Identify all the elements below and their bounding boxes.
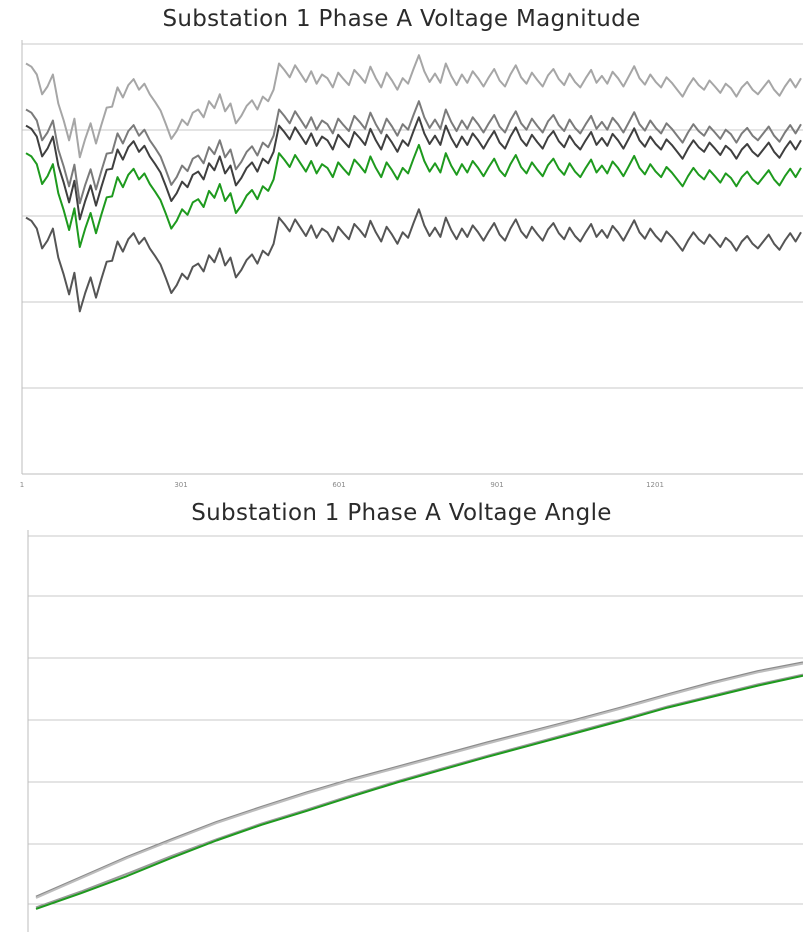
angle-series-green xyxy=(35,674,803,910)
magnitude-series-bottom xyxy=(25,208,802,313)
x-tick-label: 1201 xyxy=(646,481,664,489)
angle-chart-title: Substation 1 Phase A Voltage Angle xyxy=(191,500,612,526)
angle-series-light-upper xyxy=(35,662,803,899)
x-tick-label: 301 xyxy=(174,481,187,489)
x-tick-label: 601 xyxy=(332,481,345,489)
magnitude-chart-panel: Substation 1 Phase A Voltage Magnitude 1… xyxy=(20,6,803,489)
magnitude-series-dark xyxy=(25,116,802,221)
magnitude-gridlines xyxy=(21,40,803,475)
angle-gridlines xyxy=(27,530,803,932)
magnitude-series-mid xyxy=(25,100,802,205)
angle-chart-plot xyxy=(27,530,803,932)
magnitude-chart-plot: 1 301 601 901 1201 xyxy=(20,40,803,489)
x-tick-label: 1 xyxy=(20,481,24,489)
angle-chart-panel: Substation 1 Phase A Voltage Angle xyxy=(0,500,803,932)
magnitude-chart-title: Substation 1 Phase A Voltage Magnitude xyxy=(162,6,641,32)
magnitude-series-green xyxy=(25,143,802,248)
x-tick-label: 901 xyxy=(490,481,503,489)
angle-series-gray-lower xyxy=(35,673,803,909)
magnitude-x-ticks: 1 301 601 901 1201 xyxy=(20,481,664,489)
magnitude-series-light xyxy=(25,54,802,159)
angle-series-dark-upper xyxy=(35,661,803,898)
magnitude-series-group xyxy=(25,54,802,313)
angle-series-group xyxy=(35,661,803,910)
